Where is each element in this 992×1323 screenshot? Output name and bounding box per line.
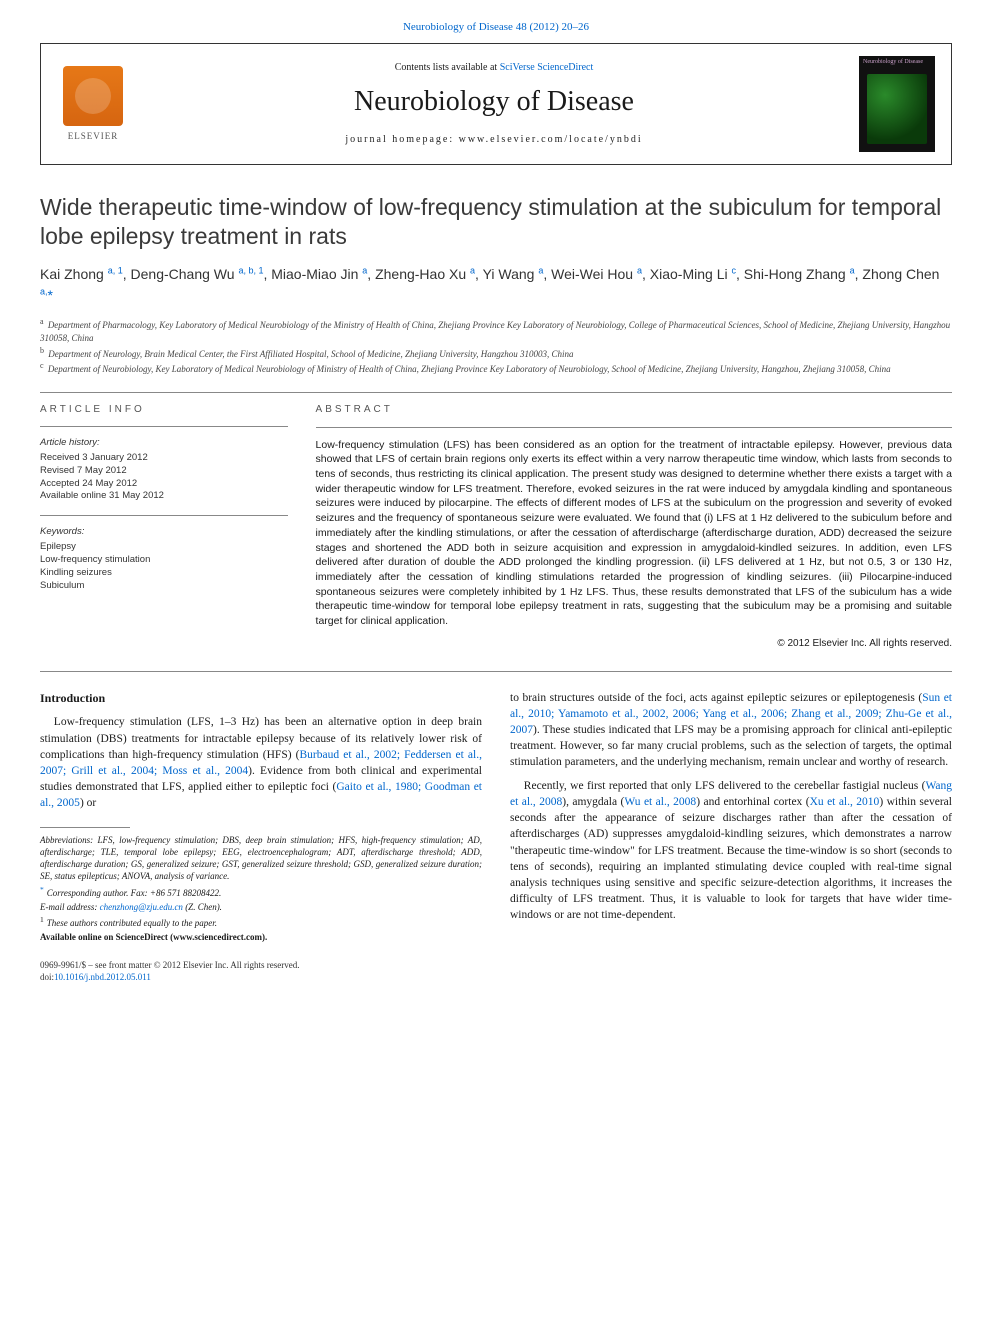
intro-para-1-cont: to brain structures outside of the foci,… [510,690,952,770]
abstract-text: Low-frequency stimulation (LFS) has been… [316,438,952,629]
header-center: Contents lists available at SciVerse Sci… [145,61,843,146]
citation-link[interactable]: Wu et al., 2008 [624,796,696,808]
contents-line: Contents lists available at SciVerse Sci… [145,61,843,75]
divider [40,671,952,672]
history-line: Accepted 24 May 2012 [40,478,288,491]
equal-contribution: 1These authors contributed equally to th… [40,915,482,929]
text-span: ) and entorhinal cortex ( [696,796,809,808]
text-span: ) within several seconds after the appea… [510,796,952,921]
keyword-line: Kindling seizures [40,567,288,580]
right-column: to brain structures outside of the foci,… [510,690,952,945]
footnotes: Abbreviations: LFS, low-frequency stimul… [40,834,482,943]
affiliation-line: b Department of Neurology, Brain Medical… [40,345,952,361]
divider [40,515,288,516]
keyword-line: Subiculum [40,580,288,593]
text-span: ). These studies indicated that LFS may … [510,724,952,768]
affiliations: a Department of Pharmacology, Key Labora… [40,316,952,375]
email-label: E-mail address: [40,902,97,912]
abstract-heading: abstract [316,403,952,417]
history-line: Revised 7 May 2012 [40,465,288,478]
article-history: Article history: Received 3 January 2012… [40,437,288,503]
history-title: Article history: [40,437,288,450]
intro-heading: Introduction [40,690,482,707]
abstract-col: abstract Low-frequency stimulation (LFS)… [316,403,952,651]
cover-title: Neurobiology of Disease [863,58,931,66]
author-list: Kai Zhong a, 1, Deng-Chang Wu a, b, 1, M… [40,264,952,306]
keyword-line: Epilepsy [40,541,288,554]
body-columns: Introduction Low-frequency stimulation (… [40,690,952,945]
affiliation-line: c Department of Neurobiology, Key Labora… [40,360,952,376]
meta-row: article info Article history: Received 3… [40,403,952,651]
intro-para-2: Recently, we first reported that only LF… [510,778,952,923]
corresponding-text: Corresponding author. Fax: +86 571 88208… [47,888,222,898]
journal-header: ELSEVIER Contents lists available at Sci… [40,43,952,165]
corresponding-author: *Corresponding author. Fax: +86 571 8820… [40,885,482,899]
homepage-url: www.elsevier.com/locate/ynbdi [459,134,643,145]
elsevier-logo: ELSEVIER [57,62,129,146]
email-suffix: (Z. Chen). [183,902,222,912]
affiliation-line: a Department of Pharmacology, Key Labora… [40,316,952,344]
history-line: Available online 31 May 2012 [40,490,288,503]
journal-cover-thumb: Neurobiology of Disease [859,56,935,152]
sciencedirect-link[interactable]: SciVerse ScienceDirect [500,62,594,73]
text-span: ), amygdala ( [562,796,624,808]
text-span: ) or [80,797,96,809]
intro-para-1: Low-frequency stimulation (LFS, 1–3 Hz) … [40,714,482,811]
keywords-block: Keywords: EpilepsyLow-frequency stimulat… [40,526,288,592]
footnote-divider [40,827,130,828]
citation-link[interactable]: Xu et al., 2010 [810,796,880,808]
email-line: E-mail address: chenzhong@zju.edu.cn (Z.… [40,901,482,913]
elsevier-tree-icon [63,66,123,126]
article-title: Wide therapeutic time-window of low-freq… [40,193,952,251]
top-citation-link[interactable]: Neurobiology of Disease 48 (2012) 20–26 [403,21,589,33]
abbrev-label: Abbreviations: [40,835,93,845]
article-info-heading: article info [40,403,288,417]
history-line: Received 3 January 2012 [40,452,288,465]
abbrev-text: LFS, low-frequency stimulation; DBS, dee… [40,835,482,881]
divider [316,427,952,428]
homepage-line: journal homepage: www.elsevier.com/locat… [145,133,843,147]
elsevier-label: ELSEVIER [68,130,119,142]
contents-prefix: Contents lists available at [395,62,500,73]
left-column: Introduction Low-frequency stimulation (… [40,690,482,945]
divider [40,426,288,427]
issn-line: 0969-9961/$ – see front matter © 2012 El… [40,959,952,971]
equal-text: These authors contributed equally to the… [47,918,217,928]
journal-title: Neurobiology of Disease [145,83,843,121]
abbreviations: Abbreviations: LFS, low-frequency stimul… [40,834,482,883]
doi-prefix: doi: [40,972,54,982]
available-online: Available online on ScienceDirect (www.s… [40,931,482,943]
homepage-prefix: journal homepage: [345,134,458,145]
doi-link[interactable]: 10.1016/j.nbd.2012.05.011 [54,972,151,982]
bottom-meta: 0969-9961/$ – see front matter © 2012 El… [40,959,952,983]
email-link[interactable]: chenzhong@zju.edu.cn [100,902,183,912]
text-span: to brain structures outside of the foci,… [510,692,922,704]
top-citation: Neurobiology of Disease 48 (2012) 20–26 [40,20,952,35]
keyword-line: Low-frequency stimulation [40,554,288,567]
article-info-col: article info Article history: Received 3… [40,403,288,651]
abstract-copyright: © 2012 Elsevier Inc. All rights reserved… [316,637,952,651]
text-span: Recently, we first reported that only LF… [524,780,926,792]
divider [40,392,952,393]
doi-line: doi:10.1016/j.nbd.2012.05.011 [40,971,952,983]
keywords-title: Keywords: [40,526,288,539]
